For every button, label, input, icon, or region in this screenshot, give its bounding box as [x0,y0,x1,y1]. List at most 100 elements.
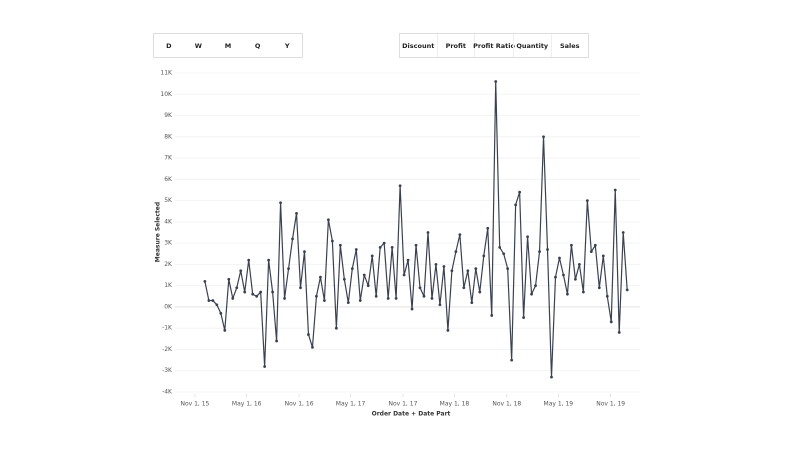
point [482,254,486,258]
y-tick-label: 1K [164,282,173,289]
y-tick-label: -2K [162,346,173,353]
x-tick-label: May 1, 18 [440,401,470,408]
point [442,265,446,268]
point [231,297,235,300]
y-tick-label: 11K [160,70,173,77]
point [346,301,350,305]
line [204,80,628,378]
point [255,294,259,298]
point [402,273,406,277]
measure-button[interactable]: Quantity [513,34,551,57]
point [542,135,545,139]
measure-button[interactable]: Discount [402,41,435,50]
measure-button[interactable]: Sales [550,34,589,57]
point [601,254,605,258]
x-tick-label: Nov 1, 19 [596,401,625,408]
point [526,235,529,239]
point [263,365,267,368]
point [223,328,227,332]
measure-selector: Discount Profit Profit Ratio Quantity Sa… [399,33,589,58]
point [530,292,533,296]
point [334,326,338,330]
point [287,267,290,271]
x-axis-title: Order Date + Date Part [372,411,451,418]
x-tick-label: Nov 1, 16 [285,401,314,408]
point [203,280,207,283]
x-tick-label: Nov 1, 15 [180,401,209,408]
y-tick-label: -1K [162,325,173,332]
point [593,243,597,247]
point [382,241,386,245]
point [235,286,239,290]
point [426,231,430,234]
point [326,218,330,222]
point [271,290,275,294]
point [574,277,577,281]
x-tick-label: May 1, 19 [544,401,574,408]
point [490,314,494,317]
point [625,288,629,292]
date-part-button[interactable]: D [166,41,172,50]
point [605,294,609,298]
point [390,245,394,249]
point [414,243,418,247]
point [581,290,585,294]
point [354,248,358,251]
point [478,290,482,294]
point [350,267,354,271]
x-tick-label: Nov 1, 17 [389,401,418,408]
point [438,303,442,307]
point [239,269,243,273]
point [207,299,211,302]
y-tick-label: 8K [164,133,173,140]
point [498,245,502,249]
point [323,299,326,302]
y-tick-label: 9K [164,112,173,119]
point [251,292,255,296]
point [430,297,434,300]
date-part-button[interactable]: Q [254,41,261,50]
date-part-button[interactable]: Y [284,41,290,50]
measure-button[interactable]: Profit Ratio [473,34,515,57]
point [386,297,390,300]
point [247,258,251,262]
point [394,297,398,300]
y-tick-label: 4K [164,218,173,225]
date-part-button[interactable]: W [194,41,202,50]
point [398,184,402,188]
measure-button[interactable]: Profit [436,34,475,57]
point [458,233,462,237]
y-tick-label: 7K [164,155,173,162]
point [506,267,510,271]
point [617,331,621,334]
point [494,80,498,83]
point [418,286,422,290]
point [295,211,298,215]
y-tick-label: 2K [164,261,173,268]
point [613,188,617,192]
point [522,316,526,319]
point [514,203,518,207]
point [570,243,573,247]
point [374,294,378,298]
point [307,333,310,336]
point [558,256,561,260]
point [486,226,490,230]
point [474,267,478,271]
point [546,248,549,251]
point [597,286,601,290]
point [315,294,318,298]
point [370,254,374,258]
point [291,237,294,241]
point [275,339,278,343]
point [311,345,314,349]
point [299,286,302,290]
point [338,243,342,247]
point [422,294,426,298]
date-part-button[interactable]: M [224,41,232,50]
y-tick-label: 10K [160,91,173,98]
point [538,250,541,254]
point [470,301,474,305]
point [259,290,263,294]
